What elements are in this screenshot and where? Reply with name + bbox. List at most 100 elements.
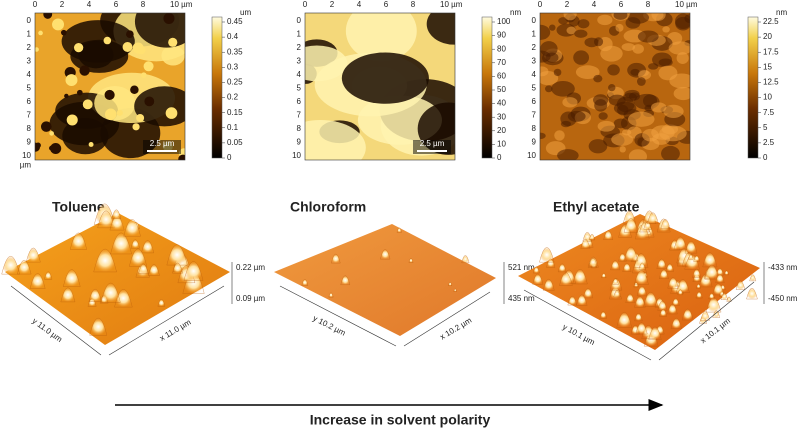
y-tick-label: 9 [532,138,537,147]
colorbar-tick-label: 10 [497,140,506,149]
surface-peak [559,272,573,286]
surface-peak [183,261,204,281]
colorbar-tick-label: 20 [497,126,506,135]
afm-feature [628,149,648,160]
afm-pore [73,43,84,53]
surface-peak [623,246,639,262]
surface-peak [331,253,341,264]
surface-peak [660,219,671,229]
x-edge [108,285,225,356]
surface-peak [603,230,614,240]
colorbar-tick-label: 15 [763,62,772,71]
afm-feature [305,45,348,82]
y-tick-label: 6 [532,97,537,106]
scale-bar-label: 2.5 µm [150,139,175,148]
afm-pore [35,142,41,149]
surface-peak [610,260,621,271]
surface-peak [380,249,391,260]
afm-feature [676,52,689,64]
afm-feature [625,17,641,29]
y-tick-label: 8 [532,124,537,133]
surface-peak [623,218,639,233]
surface-peak [599,311,607,319]
surface-peak [129,248,147,267]
surface-peak [643,291,659,307]
surface-peak [749,274,757,282]
afm-feature [615,23,624,32]
surface-peak [635,322,648,335]
surface-peak [567,296,577,306]
afm-feature [574,29,588,38]
colorbar-tick-label: 0.2 [227,93,239,102]
surface-peak [557,263,567,273]
surface-peak [681,308,694,321]
scale-bar-label: 2.5 µm [420,139,445,148]
afm-feature [637,30,659,43]
afm-feature [566,26,577,35]
afm-map [540,13,690,160]
afm-feature [94,85,136,121]
colorbar-tick-label: 0.25 [227,78,243,87]
afm-pore [49,145,55,151]
afm-pore [104,89,115,101]
afm-feature [540,132,546,140]
colorbar-tick-label: 60 [497,72,506,81]
surface-peak [700,311,710,321]
afm-feature [540,41,558,57]
afm-feature [607,64,620,76]
surface-peak [656,258,667,269]
surface-peak [634,270,649,285]
surface-peak [141,240,155,254]
surface-peak [25,247,41,263]
afm-map [35,13,185,160]
afm-pore [52,18,65,31]
afm-pore [77,89,83,96]
afm-pore [103,36,112,45]
x-tick-label: 0 [538,0,543,9]
afm-feature [598,112,608,120]
x-tick-label: 2 [60,0,65,9]
surface-peak [583,288,594,299]
afm-pore [144,96,155,107]
afm-pore [38,30,43,36]
afm-feature [668,41,690,55]
afm-map [305,13,455,160]
surface-peak [671,298,680,306]
y-tick-label: 3 [297,57,302,66]
z-bottom-label: 0.09 µm [236,294,265,303]
x-edge [658,281,755,361]
afm-pore [79,65,90,76]
x-tick-label: 10 µm [170,0,193,9]
colorbar-tick-label: 30 [497,112,506,121]
surface-peak [157,299,166,307]
colorbar-tick-label: 70 [497,58,506,67]
afm-pore [49,131,54,136]
surface-peak [724,270,729,276]
surface-peak [396,227,402,233]
afm-feature [575,65,600,79]
afm-pore [136,113,145,122]
afm-pore [178,154,185,160]
afm-feature [78,41,114,69]
afm-feature [593,37,604,47]
surface-peak [659,308,668,317]
surface-peak [693,255,700,262]
colorbar-tick-label: 7.5 [763,108,775,117]
afm-pore [65,74,78,87]
surface-peak [601,272,607,278]
surface-peak [588,257,598,267]
x-tick-label: 0 [303,0,308,9]
z-bottom-label: 435 nm [508,294,535,303]
afm-feature [658,58,673,67]
surface-peak [715,273,725,283]
afm-feature [553,68,562,77]
colorbar-tick-label: 0.45 [227,17,243,26]
colorbar-tick-label: 0.35 [227,47,243,56]
x-axis-label: x 10.2 µm [438,316,473,342]
y-axis-label: y 10.1 µm [561,322,597,347]
afm-feature [662,26,670,33]
y-axis-label: y 10.2 µm [311,314,347,338]
surface-peak [665,263,674,272]
afm-feature [573,50,590,65]
surface-peak [70,232,87,250]
